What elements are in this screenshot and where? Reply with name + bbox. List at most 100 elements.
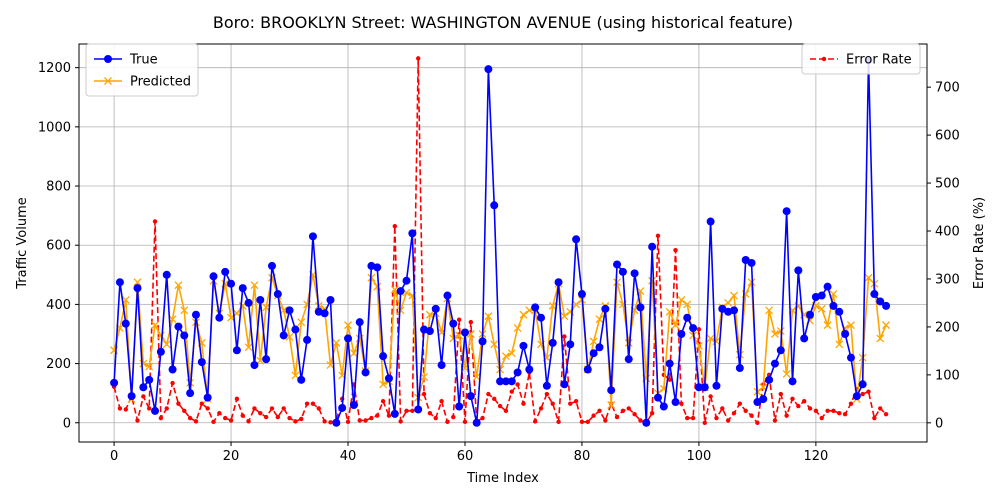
y2-tick-label: 600 xyxy=(935,129,960,144)
data-point-error-rate xyxy=(240,413,245,418)
data-point-true xyxy=(747,258,756,267)
data-point-predicted xyxy=(133,278,142,287)
data-point-true xyxy=(694,383,703,392)
data-point-error-rate xyxy=(649,411,655,416)
data-point-predicted xyxy=(589,337,598,346)
data-point-true xyxy=(800,334,809,343)
data-point-error-rate xyxy=(825,408,830,414)
data-point-error-rate xyxy=(468,319,474,325)
data-point-error-rate xyxy=(398,419,403,424)
y-tick-label: 1000 xyxy=(38,120,71,135)
y-axis-left: 0 200 400 600 800 1000 1200 xyxy=(38,61,79,431)
data-point-predicted xyxy=(379,380,388,389)
legend-marker-error-rate xyxy=(821,56,827,62)
data-point-error-rate xyxy=(427,411,433,416)
data-point-true xyxy=(349,401,358,410)
data-point-predicted xyxy=(677,296,686,304)
data-point-error-rate xyxy=(866,389,871,394)
data-point-true xyxy=(677,329,686,338)
data-point-error-rate xyxy=(872,415,877,421)
data-point-true xyxy=(659,402,668,411)
data-point-error-rate xyxy=(883,411,889,417)
legend-label-predicted: Predicted xyxy=(130,75,191,90)
data-point-predicted xyxy=(344,321,352,330)
data-point-true xyxy=(589,349,598,358)
data-point-predicted xyxy=(513,324,522,333)
data-point-error-rate xyxy=(492,396,497,402)
data-point-true xyxy=(180,331,189,340)
data-point-error-rate xyxy=(655,233,661,239)
legend-marker-predicted xyxy=(104,77,112,85)
data-point-error-rate xyxy=(299,416,304,422)
data-point-error-rate xyxy=(152,219,158,224)
data-point-error-rate xyxy=(585,419,590,425)
y-tick-label: 0 xyxy=(63,416,71,431)
data-point-true xyxy=(437,361,446,370)
data-point-true xyxy=(408,229,417,238)
data-point-true xyxy=(782,207,791,216)
y-tick-label: 400 xyxy=(46,298,71,313)
y2-tick-label: 300 xyxy=(935,272,960,287)
data-point-true xyxy=(566,340,575,349)
data-point-predicted xyxy=(279,306,288,315)
data-point-predicted xyxy=(648,276,657,285)
data-point-true xyxy=(110,378,119,387)
data-point-true xyxy=(858,380,867,389)
data-point-predicted xyxy=(291,371,300,380)
data-point-predicted xyxy=(613,278,622,287)
y-tick-label: 1200 xyxy=(38,61,71,76)
data-point-true xyxy=(642,418,651,427)
data-point-predicted xyxy=(250,281,259,290)
data-point-true xyxy=(191,310,200,319)
data-point-true xyxy=(127,392,136,401)
data-point-true xyxy=(653,393,662,402)
data-point-error-rate xyxy=(801,399,807,404)
data-point-true xyxy=(542,381,551,390)
data-point-error-rate xyxy=(439,399,444,404)
data-point-error-rate xyxy=(778,391,783,397)
data-point-error-rate xyxy=(568,401,573,406)
data-point-predicted xyxy=(490,340,499,349)
data-point-error-rate xyxy=(357,418,362,423)
plot-area xyxy=(78,43,928,443)
data-point-true xyxy=(665,359,674,368)
y2-axis-title: Error Rate (%) xyxy=(972,197,987,289)
data-point-error-rate xyxy=(252,406,257,411)
data-point-predicted xyxy=(484,312,493,321)
y-axis-right: 0 100 200 300 400 500 600 700 xyxy=(927,81,960,431)
data-point-error-rate xyxy=(532,419,538,424)
data-point-true xyxy=(121,319,130,328)
data-point-error-rate xyxy=(603,418,608,423)
data-point-true xyxy=(683,313,692,322)
data-point-error-rate xyxy=(433,415,438,421)
data-point-true xyxy=(624,355,633,364)
data-point-predicted xyxy=(607,401,616,409)
data-point-error-rate xyxy=(515,382,520,387)
data-point-error-rate xyxy=(451,414,456,420)
data-point-true xyxy=(361,368,370,377)
data-point-predicted xyxy=(501,352,510,361)
series-true xyxy=(110,56,891,427)
data-point-true xyxy=(852,392,861,401)
data-point-true xyxy=(390,409,399,418)
data-point-error-rate xyxy=(731,411,737,416)
data-point-error-rate xyxy=(632,411,637,417)
data-point-error-rate xyxy=(720,406,725,411)
data-point-true xyxy=(630,269,639,278)
data-point-error-rate xyxy=(497,403,503,409)
data-point-error-rate xyxy=(690,415,696,421)
data-point-error-rate xyxy=(263,414,269,420)
data-point-predicted xyxy=(244,343,253,352)
data-point-error-rate xyxy=(538,406,544,411)
data-point-error-rate xyxy=(445,419,450,425)
data-point-true xyxy=(355,318,364,327)
data-point-error-rate xyxy=(199,401,205,406)
data-point-error-rate xyxy=(626,406,631,411)
data-point-predicted xyxy=(560,312,569,321)
x-axis: 0 20 40 60 80 100 120 xyxy=(110,442,828,464)
data-point-true xyxy=(344,334,353,343)
data-point-predicted xyxy=(782,369,791,378)
data-point-true xyxy=(876,297,885,306)
data-point-true xyxy=(478,337,487,346)
y-tick-label: 200 xyxy=(46,357,71,372)
